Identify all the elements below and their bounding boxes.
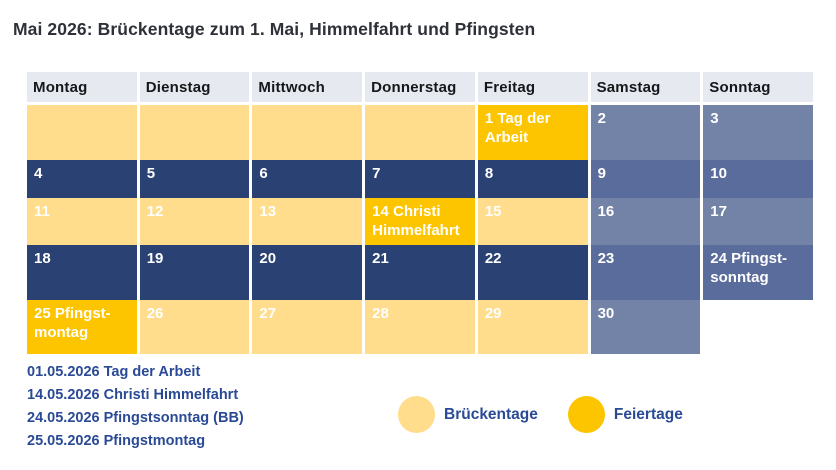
holidays-swatch-icon xyxy=(567,396,605,433)
calendar-day-cell xyxy=(365,105,475,160)
calendar-day-cell-pfingstmontag: 25 Pfingst-montag xyxy=(27,300,137,354)
weekday-header-montag: Montag xyxy=(27,72,137,102)
calendar-day-cell: 15 xyxy=(477,198,588,245)
calendar-day-cell: 30 xyxy=(590,300,701,354)
weekday-header-freitag: Freitag xyxy=(477,72,588,102)
holiday-date-list: 01.05.2026 Tag der Arbeit 14.05.2026 Chr… xyxy=(27,361,244,453)
weekday-header-samstag: Samstag xyxy=(590,72,701,102)
calendar-day-cell: 2 xyxy=(590,105,701,160)
legend-item-bridge-days: Brückentage xyxy=(398,396,538,433)
legend-label: Feiertage xyxy=(613,405,683,423)
calendar-day-cell: 9 xyxy=(590,160,701,198)
calendar-day-cell: 6 xyxy=(252,160,363,198)
calendar-day-cell: 29 xyxy=(477,300,588,354)
weekday-header-sonntag: Sonntag xyxy=(703,72,813,102)
calendar-day-cell: 18 xyxy=(27,245,137,300)
calendar-day-cell: 8 xyxy=(477,160,588,198)
calendar-day-cell: 12 xyxy=(139,198,250,245)
calendar-day-cell xyxy=(139,105,250,160)
holiday-list-item: 01.05.2026 Tag der Arbeit xyxy=(27,364,201,380)
calendar-day-cell: 22 xyxy=(477,245,588,300)
calendar-day-cell: 13 xyxy=(252,198,363,245)
calendar-day-cell: 3 xyxy=(703,105,813,160)
legend-item-holidays: Feiertage xyxy=(567,396,683,433)
legend-label: Brückentage xyxy=(444,405,538,423)
calendar-weekday-header: Montag Dienstag Mittwoch Donnerstag Frei… xyxy=(27,72,813,102)
calendar-day-cell xyxy=(703,300,813,354)
calendar-day-cell: 20 xyxy=(252,245,363,300)
weekday-header-mittwoch: Mittwoch xyxy=(252,72,363,102)
calendar-day-cell: 27 xyxy=(252,300,363,354)
holiday-list-item: 24.05.2026 Pfingstsonntag (BB) xyxy=(27,410,244,426)
calendar-day-cell: 4 xyxy=(27,160,137,198)
legend: Brückentage Feiertage xyxy=(398,396,683,433)
calendar-day-cell: 19 xyxy=(139,245,250,300)
calendar-day-cell: 23 xyxy=(590,245,701,300)
calendar-day-cell: 28 xyxy=(365,300,475,354)
calendar-grid: 1 Tag der Arbeit 2 3 4 5 6 7 8 9 10 11 1… xyxy=(27,105,813,354)
calendar-day-cell-holiday: 14 Christi Himmelfahrt xyxy=(365,198,475,245)
calendar-day-cell xyxy=(27,105,137,160)
calendar-day-cell: 7 xyxy=(365,160,475,198)
page-title: Mai 2026: Brückentage zum 1. Mai, Himmel… xyxy=(13,18,536,39)
calendar-day-cell: 10 xyxy=(703,160,813,198)
calendar-day-cell: 11 xyxy=(27,198,137,245)
calendar-day-cell-holiday: 1 Tag der Arbeit xyxy=(477,105,588,160)
calendar-day-cell: 21 xyxy=(365,245,475,300)
calendar: Montag Dienstag Mittwoch Donnerstag Frei… xyxy=(27,72,813,354)
holiday-list-item: 14.05.2026 Christi Himmelfahrt xyxy=(27,387,239,403)
calendar-day-cell: 5 xyxy=(139,160,250,198)
calendar-day-cell: 26 xyxy=(139,300,250,354)
weekday-header-donnerstag: Donnerstag xyxy=(365,72,475,102)
calendar-day-cell-pfingstsonntag: 24 Pfingst-sonntag xyxy=(703,245,813,300)
calendar-day-cell: 16 xyxy=(590,198,701,245)
holiday-list-item: 25.05.2026 Pfingstmontag xyxy=(27,433,206,449)
bridge-days-swatch-icon xyxy=(398,396,435,433)
calendar-day-cell xyxy=(252,105,363,160)
calendar-day-cell: 17 xyxy=(703,198,813,245)
weekday-header-dienstag: Dienstag xyxy=(139,72,250,102)
